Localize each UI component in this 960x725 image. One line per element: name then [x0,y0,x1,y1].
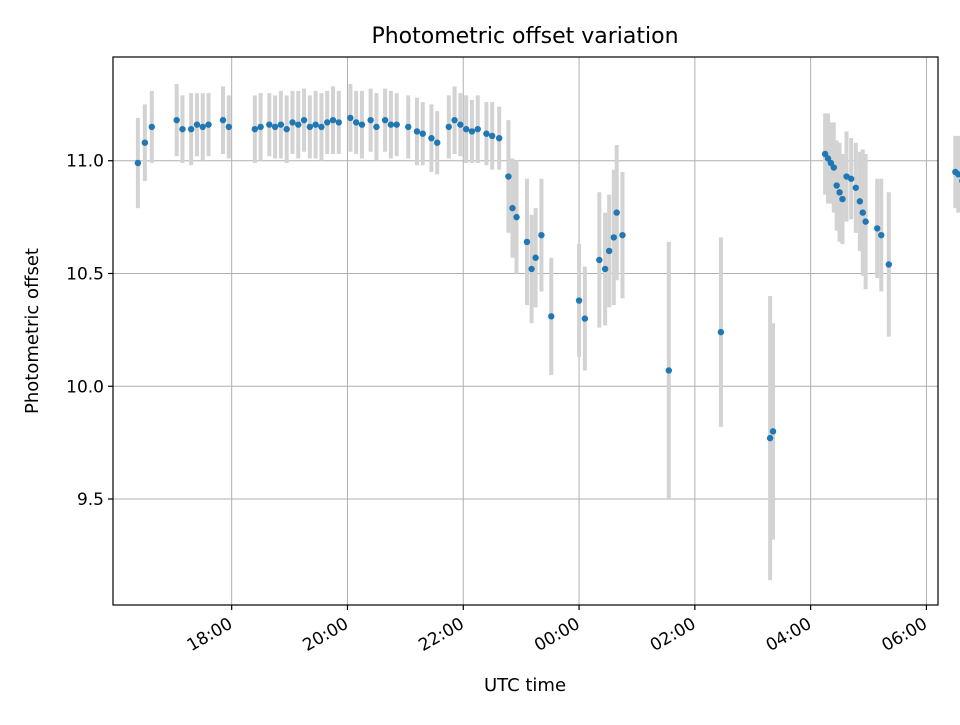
x-axis-label: UTC time [484,675,566,696]
data-point [283,125,290,133]
data-point [381,116,389,124]
data-point [199,123,206,131]
data-point [538,231,545,239]
data-point [489,132,496,140]
data-point [575,297,583,304]
data-points [134,114,960,442]
data-point [289,119,296,126]
data-point [300,116,308,124]
y-axis-label: Photometric offset [22,248,43,414]
data-point [769,428,777,435]
data-point [367,116,374,124]
data-point [451,116,458,124]
data-point [468,128,476,135]
data-point [225,123,232,131]
data-point [483,130,490,137]
data-point [251,125,259,133]
data-point [141,139,149,146]
y-tick-label: 10.0 [66,377,104,397]
data-point [830,164,837,171]
data-point [219,116,227,124]
data-point [352,119,360,126]
data-point [306,123,314,131]
data-point [474,125,481,133]
data-point [495,134,503,142]
data-point [134,159,142,167]
data-point [187,125,195,133]
data-point [513,213,520,221]
data-point [665,367,672,374]
data-point [295,121,302,128]
data-point [271,123,279,131]
data-point [852,184,859,191]
data-point [859,209,866,216]
data-point [532,254,539,261]
data-point [581,315,589,322]
data-point [596,256,603,264]
data-point [148,123,155,131]
y-tick-label: 9.5 [77,490,104,510]
data-point [387,121,395,128]
data-point [434,139,441,146]
data-point [885,261,892,268]
data-point [509,204,516,212]
data-point [193,121,201,128]
data-point [523,238,531,246]
data-point [766,434,774,442]
data-point [358,121,366,128]
data-point [335,119,342,126]
data-point [347,114,354,122]
data-point [548,313,555,320]
data-point [428,134,435,142]
data-point [413,128,421,135]
data-point [373,123,380,131]
data-point [312,121,319,128]
data-point [836,189,843,196]
data-point [610,234,617,241]
data-point [874,225,881,232]
data-point [605,247,613,255]
data-point [329,116,337,124]
data-point [393,121,400,128]
data-point [717,328,725,336]
data-point [462,125,470,133]
data-point [955,171,960,178]
y-tick-label: 10.5 [66,264,104,284]
data-point [856,198,864,205]
data-point [266,121,273,128]
data-point [862,218,869,225]
y-axis-ticks: 9.5 10.0 10.5 11.0 [66,152,113,510]
data-point [318,123,325,131]
data-point [839,195,846,203]
plot-frame [112,56,939,606]
data-point [419,130,426,137]
data-point [205,121,212,128]
data-point [833,182,840,189]
data-point [601,265,609,273]
data-point [847,175,855,182]
data-point [528,265,535,273]
data-point [619,231,626,239]
data-point [445,123,452,131]
data-point [457,121,464,128]
chart-title: Photometric offset variation [371,24,678,49]
data-point [878,231,885,239]
data-point [277,121,285,128]
data-point [324,119,331,126]
data-point [505,173,512,180]
data-point [405,123,412,131]
data-point [257,123,264,131]
y-tick-label: 11.0 [66,152,104,172]
data-point [179,125,186,133]
data-point [173,116,180,124]
data-point [613,209,620,216]
